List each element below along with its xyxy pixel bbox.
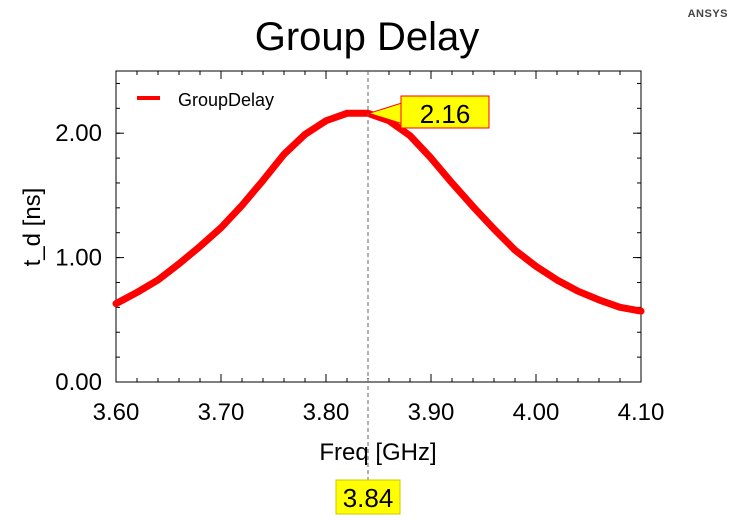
y-tick-label-1: 1.00 bbox=[55, 245, 102, 272]
series-point bbox=[513, 248, 517, 253]
series-point bbox=[597, 297, 601, 302]
series-point bbox=[492, 226, 496, 231]
plot-frame bbox=[115, 70, 642, 383]
legend-label-GroupDelay: GroupDelay bbox=[178, 90, 274, 110]
series-point bbox=[576, 289, 580, 294]
series-point bbox=[639, 309, 643, 314]
series-line-GroupDelay bbox=[112, 109, 645, 315]
y-tick-label-0: 0.00 bbox=[55, 369, 102, 396]
series-point bbox=[135, 290, 139, 295]
series-point bbox=[240, 203, 244, 208]
series-point bbox=[618, 305, 622, 310]
brand-label: ANSYS bbox=[687, 8, 728, 20]
series-point bbox=[408, 133, 412, 138]
axes-group: 3.60 3.70 3.80 3.90 4.00 4.10 0.00 1.00 2.00 bbox=[55, 71, 664, 426]
series-point bbox=[114, 301, 118, 306]
series-point bbox=[324, 118, 328, 123]
x-tick-label-0: 3.60 bbox=[93, 399, 140, 426]
series-point bbox=[156, 277, 160, 282]
y-axis-label: t_d [ns] bbox=[19, 188, 46, 267]
series-point bbox=[345, 111, 349, 116]
series-point bbox=[429, 156, 433, 161]
series-point bbox=[555, 277, 559, 282]
series-point bbox=[261, 178, 265, 183]
series-point bbox=[534, 264, 538, 269]
series-point bbox=[219, 225, 223, 230]
series-point bbox=[177, 261, 181, 266]
marker-y-label: 2.16 bbox=[420, 99, 471, 129]
legend: GroupDelay bbox=[137, 90, 274, 110]
x-tick-label-2: 3.80 bbox=[303, 399, 350, 426]
series-point bbox=[450, 180, 454, 185]
marker-x-label: 3.84 bbox=[343, 483, 394, 513]
marker-group: 2.16 3.84 bbox=[335, 71, 490, 515]
series-point bbox=[471, 204, 475, 209]
x-tick-label-5: 4.10 bbox=[618, 399, 665, 426]
y-tick-label-2: 2.00 bbox=[55, 120, 102, 147]
series-group bbox=[112, 109, 645, 315]
x-tick-label-3: 3.90 bbox=[408, 399, 455, 426]
marker-x-label-box bbox=[335, 479, 401, 515]
marker-y-label-box bbox=[400, 95, 490, 129]
x-tick-label-1: 3.70 bbox=[198, 399, 245, 426]
x-axis-label: Freq [GHz] bbox=[319, 439, 436, 466]
series-point bbox=[303, 132, 307, 137]
x-tick-label-4: 4.00 bbox=[513, 399, 560, 426]
series-point bbox=[198, 244, 202, 249]
series-point bbox=[282, 152, 286, 157]
chart-title: Group Delay bbox=[255, 15, 480, 59]
